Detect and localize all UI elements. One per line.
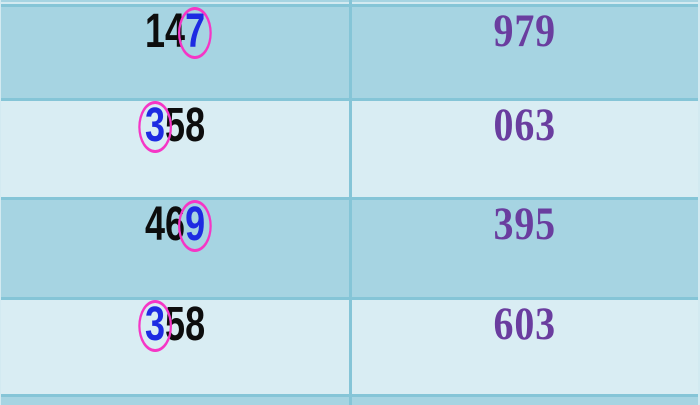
- left-number: 147: [144, 5, 212, 59]
- digit: 8: [185, 99, 206, 152]
- digit: 6: [164, 198, 186, 251]
- right-number: 395: [493, 198, 557, 250]
- right-number: 603: [493, 298, 557, 350]
- left-number-cell: 358: [0, 300, 350, 394]
- digit: 5: [164, 298, 186, 351]
- digit: 4: [144, 198, 165, 251]
- digit: 1: [144, 5, 165, 58]
- digit: 8: [185, 298, 206, 351]
- left-number-cell: 469: [0, 200, 350, 297]
- right-edge-line: [698, 0, 700, 405]
- right-number-cell: 603: [350, 300, 700, 394]
- left-number: 358: [138, 298, 206, 352]
- right-number: 063: [493, 99, 557, 151]
- circled-digit: 3: [138, 99, 172, 153]
- right-number-cell: 395: [350, 200, 700, 297]
- left-number: 469: [144, 198, 212, 252]
- right-number: 979: [493, 5, 557, 57]
- left-number-cell: 147: [0, 7, 350, 98]
- digit: 4: [164, 5, 186, 58]
- circled-digit: 9: [178, 198, 212, 252]
- left-number: 358: [138, 99, 206, 153]
- digit: 5: [164, 99, 186, 152]
- right-number-cell: 979: [350, 7, 700, 98]
- circled-digit: 7: [178, 5, 212, 59]
- circled-digit: 3: [138, 298, 172, 352]
- right-number-cell: 063: [350, 101, 700, 197]
- left-edge-line: [0, 0, 1, 405]
- column-divider-line: [349, 0, 352, 405]
- left-number-cell: 358: [0, 101, 350, 197]
